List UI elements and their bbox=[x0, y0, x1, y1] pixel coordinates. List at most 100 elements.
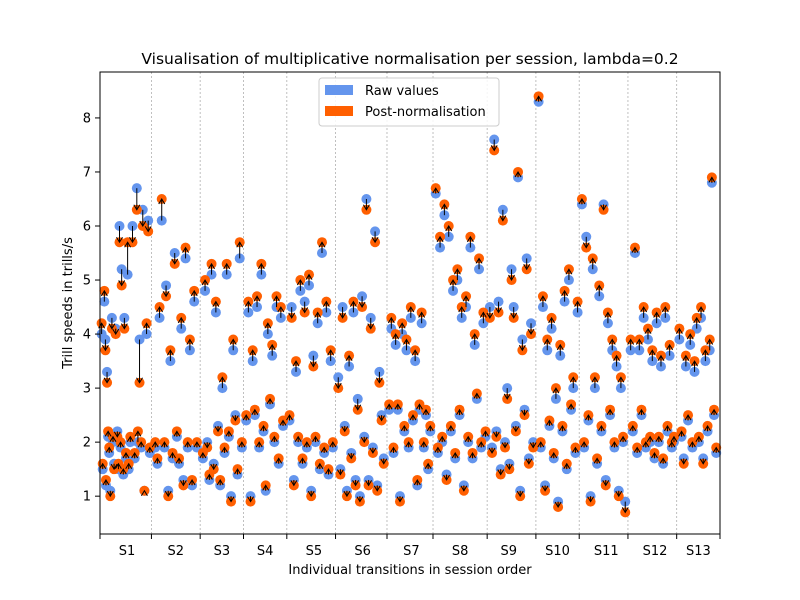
normalisation-arrowhead bbox=[619, 435, 627, 442]
normalisation-arrowhead bbox=[460, 485, 468, 492]
normalisation-arrowhead bbox=[659, 457, 667, 464]
normalisation-arrowhead bbox=[314, 311, 322, 318]
normalisation-arrowhead bbox=[251, 408, 259, 415]
normalisation-arrowhead bbox=[201, 279, 209, 286]
normalisation-arrowhead bbox=[286, 414, 293, 421]
normalisation-arrowhead bbox=[301, 307, 309, 314]
normalisation-arrowhead bbox=[558, 424, 566, 432]
normalisation-arrowhead bbox=[307, 490, 315, 498]
normalisation-arrowhead bbox=[462, 295, 470, 302]
normalisation-arrowhead bbox=[695, 435, 703, 442]
normalisation-arrowhead bbox=[627, 338, 635, 345]
normalisation-arrowhead bbox=[394, 403, 402, 410]
normalisation-arrowhead bbox=[380, 458, 388, 465]
normalisation-arrowhead bbox=[277, 306, 285, 313]
normalisation-arrowhead bbox=[190, 289, 198, 297]
normalisation-arrowhead bbox=[608, 338, 616, 345]
normalisation-arrowhead bbox=[604, 311, 612, 318]
normalisation-arrowhead bbox=[471, 333, 479, 340]
normalisation-arrowhead bbox=[497, 469, 505, 476]
normalisation-arrowhead bbox=[606, 408, 614, 415]
normalisation-arrowhead bbox=[112, 328, 120, 336]
normalisation-arrowhead bbox=[589, 257, 597, 264]
x-tick-label: S12 bbox=[643, 544, 668, 559]
normalisation-arrowhead bbox=[205, 473, 213, 480]
normalisation-arrowhead bbox=[260, 424, 267, 432]
normalisation-arrowhead bbox=[268, 343, 276, 351]
normalisation-arrowhead bbox=[336, 469, 344, 476]
normalisation-arrowhead bbox=[396, 496, 404, 503]
normalisation-arrowhead bbox=[535, 95, 543, 102]
normalisation-arrowhead bbox=[133, 204, 141, 211]
normalisation-arrowhead bbox=[242, 414, 250, 421]
normalisation-arrowhead bbox=[134, 430, 142, 437]
normalisation-arrowhead bbox=[356, 496, 364, 503]
normalisation-arrowhead bbox=[407, 306, 415, 313]
normalisation-arrowhead bbox=[398, 322, 406, 329]
normalisation-arrowhead bbox=[327, 349, 335, 356]
normalisation-arrowhead bbox=[486, 312, 494, 319]
normalisation-arrowhead bbox=[556, 343, 564, 351]
normalisation-arrowhead bbox=[537, 441, 545, 448]
normalisation-arrowhead bbox=[299, 457, 306, 464]
normalisation-arrowhead bbox=[231, 415, 239, 422]
normalisation-arrowhead bbox=[578, 198, 586, 205]
normalisation-arrowhead bbox=[229, 338, 237, 345]
normalisation-arrowhead bbox=[223, 262, 231, 270]
x-axis: S1 S2 S3 S4 S5 S6 S7 S8 S9 S10 S11 S12 S13 bbox=[99, 534, 721, 559]
normalisation-arrowhead bbox=[312, 435, 319, 442]
normalisation-arrowhead bbox=[161, 441, 168, 448]
normalisation-arrowhead bbox=[492, 431, 500, 438]
normalisation-arrowhead bbox=[114, 462, 122, 470]
normalisation-arrowhead bbox=[451, 451, 459, 459]
normalisation-arrowhead bbox=[362, 204, 370, 211]
normalisation-arrowhead bbox=[693, 316, 701, 324]
normalisation-arrowhead bbox=[264, 322, 272, 329]
normalisation-arrowhead bbox=[349, 300, 357, 307]
normalisation-arrowhead bbox=[642, 441, 650, 448]
data-points bbox=[96, 91, 722, 518]
normalisation-arrowhead bbox=[288, 312, 296, 319]
normalisation-arrowhead bbox=[247, 496, 254, 503]
normalisation-arrowhead bbox=[129, 236, 136, 244]
normalisation-arrowhead bbox=[227, 496, 235, 503]
normalisation-arrowhead bbox=[109, 435, 117, 442]
normalisation-arrowhead bbox=[565, 268, 573, 275]
normalisation-arrowhead bbox=[218, 376, 226, 383]
legend-swatch-post-normalisation bbox=[325, 106, 353, 116]
legend-box bbox=[318, 77, 500, 127]
y-tick-label: 8 bbox=[83, 111, 91, 126]
normalisation-arrowhead bbox=[440, 203, 448, 210]
normalisation-arrowhead bbox=[341, 426, 349, 433]
x-tick-label: S3 bbox=[214, 544, 231, 559]
normalisation-arrowhead bbox=[371, 236, 379, 244]
normalisation-arrowhead bbox=[569, 376, 577, 383]
normalisation-arrowhead bbox=[680, 458, 688, 465]
x-tick-label: S4 bbox=[257, 544, 274, 559]
x-tick-label: S8 bbox=[452, 544, 469, 559]
normalisation-arrowhead bbox=[508, 274, 515, 282]
x-tick-label: S13 bbox=[686, 544, 711, 559]
normalisation-arrowhead bbox=[469, 451, 476, 459]
normalisation-arrowhead bbox=[144, 226, 152, 233]
x-axis-label: Individual transitions in session order bbox=[288, 563, 532, 578]
normalisation-arrowhead bbox=[701, 349, 709, 356]
normalisation-arrowhead bbox=[539, 295, 547, 302]
normalisation-arrowhead bbox=[208, 262, 215, 270]
normalisation-arrowhead bbox=[193, 441, 201, 448]
normalisation-arrowhead bbox=[710, 408, 718, 415]
normalisation-arrowhead bbox=[238, 441, 246, 448]
x-tick-label: S9 bbox=[501, 544, 518, 559]
normalisation-arrowhead bbox=[436, 235, 444, 243]
normalisation-arrowhead bbox=[691, 360, 698, 367]
normalisation-arrowhead bbox=[525, 458, 533, 465]
normalisation-arrowhead bbox=[378, 415, 386, 422]
normalisation-arrowhead bbox=[186, 338, 194, 345]
normalisation-arrowhead bbox=[664, 424, 671, 432]
normalisation-arrowhead bbox=[405, 441, 413, 448]
normalisation-arrowhead bbox=[640, 306, 648, 313]
normalisation-arrowhead bbox=[177, 316, 185, 324]
normalisation-arrowhead bbox=[182, 246, 189, 253]
normalisation-arrowhead bbox=[106, 490, 114, 498]
normalisation-arrowhead bbox=[602, 480, 610, 487]
